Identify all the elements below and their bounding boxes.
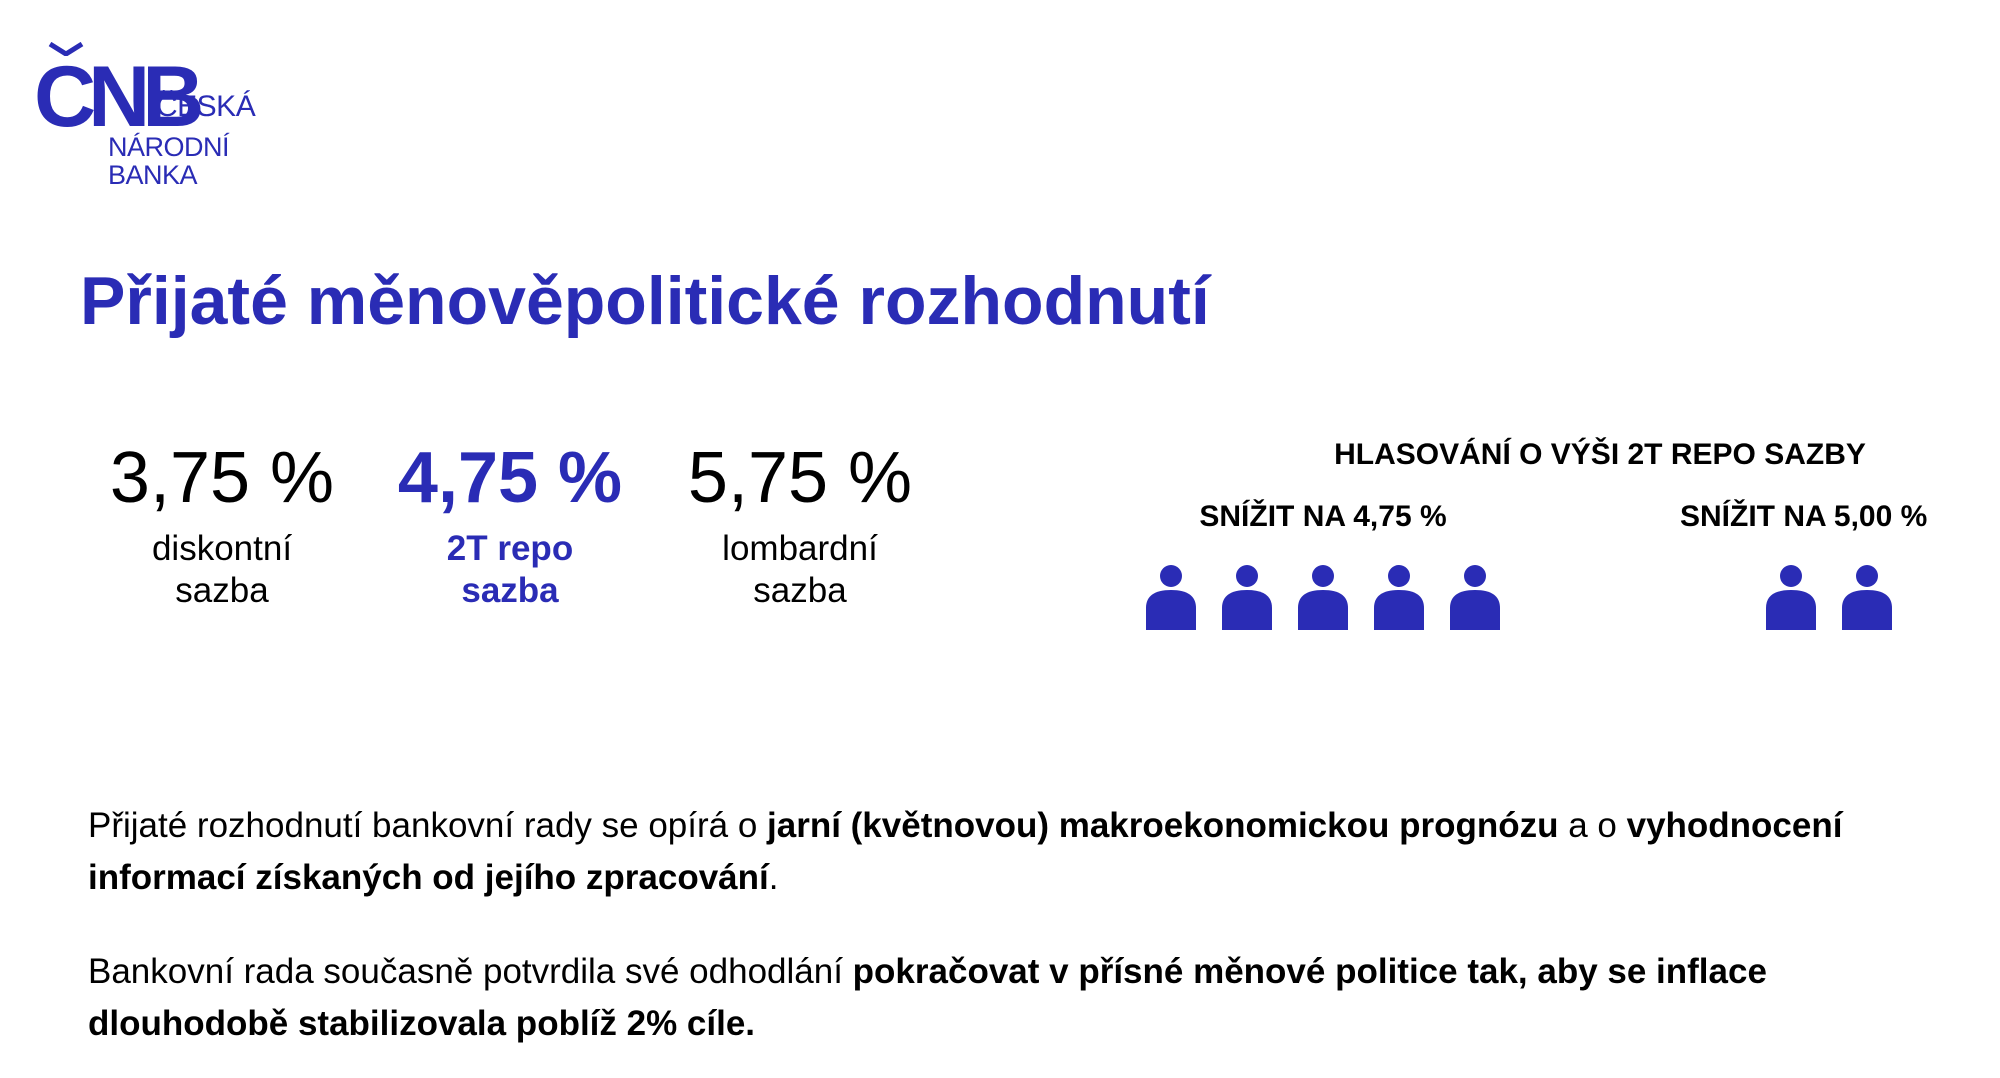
logo-caron-mark [48, 42, 84, 56]
vote-group-4-75: SNÍŽIT NA 4,75 % [1144, 500, 1502, 632]
person-icon [1298, 565, 1348, 630]
person-icon [1765, 565, 1816, 630]
logo-text-line2: NÁRODNÍ [108, 132, 230, 162]
paragraph-text: . [768, 858, 779, 897]
paragraph-bold: pokračovat v přísné měnové politice tak,… [88, 952, 1767, 1043]
paragraph-text: a o [1558, 806, 1627, 845]
paragraph-forecast: Přijaté rozhodnutí bankovní rady se opír… [88, 800, 1948, 904]
voter-icons [1144, 564, 1502, 632]
rate-lombard: 5,75 % lombardní sazba [670, 442, 930, 612]
vote-option-label: SNÍŽIT NA 4,75 % [1199, 500, 1447, 533]
voter-icons [1680, 564, 1927, 632]
paragraph-bold: vyhodnocení informací získaných od jejíh… [88, 806, 1843, 897]
page-title: Přijaté měnověpolitické rozhodnutí [80, 263, 1210, 339]
rate-label-line: sazba [461, 571, 559, 610]
paragraph-text: Bankovní rada současně potvrdila své odh… [88, 952, 853, 991]
rate-value: 5,75 % [687, 438, 913, 518]
person-icon [1450, 565, 1500, 630]
person-icon [1146, 565, 1196, 630]
paragraph-text: Přijaté rozhodnutí bankovní rady se opír… [88, 806, 768, 845]
rate-label-line: diskontní [151, 529, 293, 568]
rate-label-line: sazba [175, 571, 269, 610]
rate-label-line: sazba [753, 571, 847, 610]
rate-label: lombardní sazba [670, 528, 930, 612]
vote-option-label: SNÍŽIT NA 5,00 % [1680, 500, 1928, 533]
rate-discount: 3,75 % diskontní sazba [92, 442, 352, 612]
person-icon [1222, 565, 1272, 630]
vote-group-5-00: SNÍŽIT NA 5,00 % [1680, 500, 1927, 632]
rate-label-line: lombardní [722, 529, 878, 568]
paragraph-policy: Bankovní rada současně potvrdila své odh… [88, 946, 1948, 1050]
paragraph-bold: jarní (květnovou) makroekonomickou progn… [767, 806, 1559, 845]
voting-title: HLASOVÁNÍ O VÝŠI 2T REPO SAZBY [1334, 438, 1866, 471]
logo-text-line3: BANKA [108, 160, 198, 190]
logo-mark: CNB [34, 49, 204, 145]
person-icon [1841, 565, 1892, 630]
logo-text-line1: ČESKÁ [156, 90, 256, 123]
rate-label: diskontní sazba [92, 528, 352, 612]
rate-label: 2T repo sazba [380, 528, 640, 612]
rate-label-line: 2T repo [446, 529, 574, 568]
cnb-logo: CNB ČESKÁ NÁRODNÍ BANKA [34, 40, 274, 190]
rate-repo: 4,75 % 2T repo sazba [380, 442, 640, 612]
rate-value: 4,75 % [397, 438, 623, 518]
person-icon [1374, 565, 1424, 630]
rate-value: 3,75 % [109, 438, 335, 518]
